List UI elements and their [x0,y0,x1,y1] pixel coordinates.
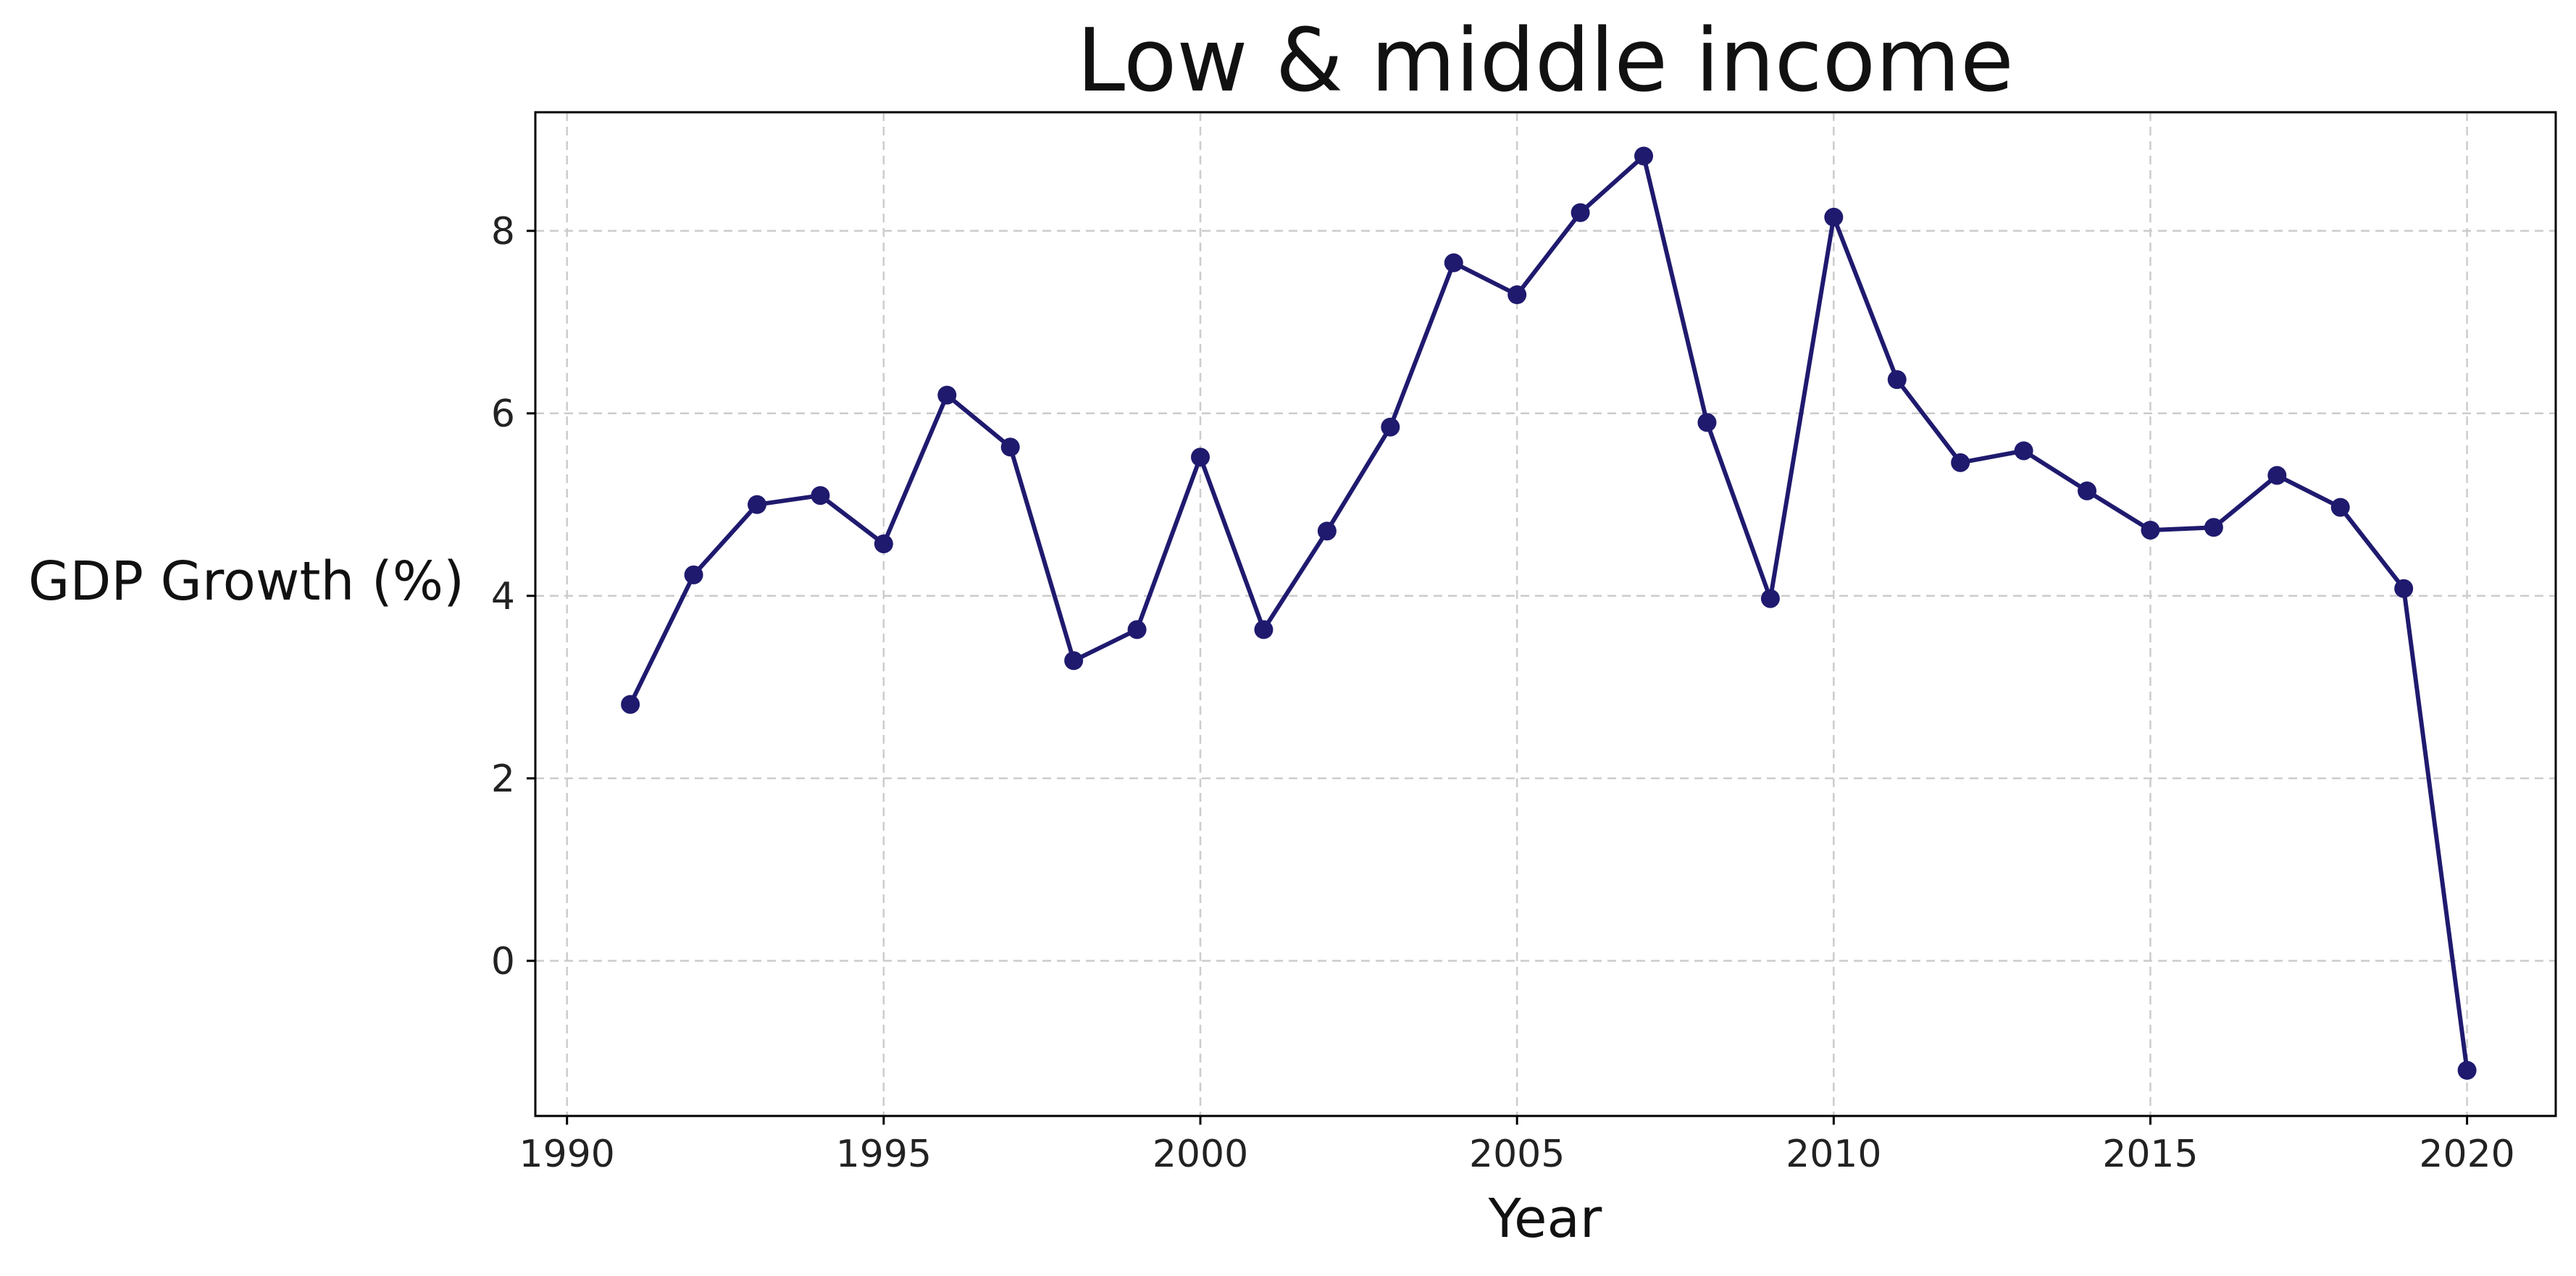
data-point-2000 [1191,448,1210,467]
data-point-2006 [1571,203,1590,222]
data-point-1995 [874,534,893,553]
data-point-1994 [811,486,830,505]
data-point-1999 [1127,620,1147,639]
data-point-2018 [2330,498,2350,517]
data-point-2019 [2394,579,2414,598]
data-point-2009 [1760,589,1780,608]
data-point-2014 [2078,481,2097,500]
gdp-growth-line [628,154,2470,1071]
chart-title: Low & middle income [1076,11,2014,112]
y-tick-label: 2 [491,757,515,801]
data-point-2005 [1507,285,1527,304]
y-tick-label: 4 [491,575,515,618]
data-point-2013 [2014,441,2033,461]
data-point-1992 [684,565,703,584]
x-tick-label: 2010 [1786,1133,1881,1176]
data-points [621,146,2477,1080]
y-tick-label: 0 [491,940,515,983]
plot-frame [534,111,2557,1117]
data-point-2017 [2267,466,2287,485]
y-axis-label: GDP Growth (%) [28,550,464,613]
data-point-2007 [1634,146,1654,166]
data-point-2008 [1697,413,1717,432]
data-point-2003 [1381,417,1400,437]
data-point-2004 [1444,253,1463,272]
data-point-2002 [1317,521,1337,541]
x-tick-label: 2020 [2419,1133,2514,1176]
x-tick-label: 2005 [1469,1133,1565,1176]
data-point-2011 [1887,370,1907,390]
data-point-2020 [2457,1061,2477,1080]
data-point-1991 [621,694,640,714]
data-point-1997 [1000,437,1020,457]
data-point-2016 [2204,518,2223,537]
y-tick-label: 8 [491,210,515,253]
data-point-2012 [1951,453,1970,472]
data-point-1996 [937,385,957,405]
x-tick-label: 1995 [836,1133,932,1176]
data-point-1998 [1064,651,1084,671]
grid-lines [535,112,2556,1116]
data-point-2015 [2141,521,2160,540]
data-point-1993 [748,495,767,514]
data-point-2001 [1254,620,1274,639]
x-axis-ticks: 1990 1995 2000 2005 2010 2015 2020 [519,1116,2515,1176]
x-tick-label: 2000 [1153,1133,1248,1176]
series-line-group [628,154,2470,1071]
x-axis-label: Year [1488,1188,1602,1250]
x-tick-label: 2015 [2102,1133,2198,1176]
x-tick-label: 1990 [519,1133,615,1176]
data-point-2010 [1824,207,1844,227]
y-tick-label: 6 [491,393,515,436]
y-axis-ticks: 0 2 4 6 8 [491,210,535,983]
